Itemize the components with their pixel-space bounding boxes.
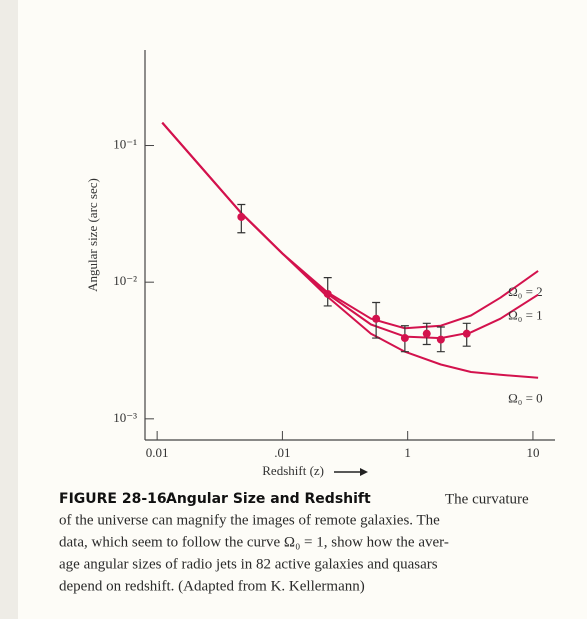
curve-label: Ω₀ = 0	[508, 391, 543, 406]
data-point	[400, 334, 409, 343]
data-point	[462, 329, 471, 338]
data-point	[422, 329, 431, 338]
x-tick-label: 1	[404, 445, 411, 460]
caption-line: age angular sizes of radio jets in 82 ac…	[59, 556, 438, 572]
caption-line: depend on redshift. (Adapted from K. Kel…	[59, 578, 365, 594]
x-tick-label: .01	[274, 445, 290, 460]
curve	[161, 122, 539, 379]
x-axis-label: Redshift (z)	[262, 463, 324, 478]
arrow-head	[360, 468, 368, 476]
caption-line: data, which seem to follow the curve Ω₀ …	[59, 534, 449, 550]
y-tick-label: 10⁻¹	[113, 137, 137, 152]
caption-line: The curvature	[445, 491, 529, 507]
page-edge	[0, 0, 18, 619]
y-tick-label: 10⁻²	[113, 273, 137, 288]
curve-label: Ω₀ = 2	[508, 284, 543, 299]
curve-label: Ω₀ = 1	[508, 308, 543, 323]
data-point	[323, 289, 332, 298]
caption-title: Angular Size and Redshift	[166, 491, 371, 507]
y-axis-label: Angular size (arc sec)	[85, 178, 100, 292]
x-tick-label: 10	[526, 445, 539, 460]
x-tick-label: 0.01	[146, 445, 169, 460]
y-tick-label: 10⁻³	[113, 410, 137, 425]
caption-line: of the universe can magnify the images o…	[59, 512, 440, 528]
data-point	[237, 212, 246, 221]
data-point	[372, 314, 381, 323]
caption-label: FIGURE 28-16	[59, 491, 167, 507]
data-point	[436, 335, 445, 344]
